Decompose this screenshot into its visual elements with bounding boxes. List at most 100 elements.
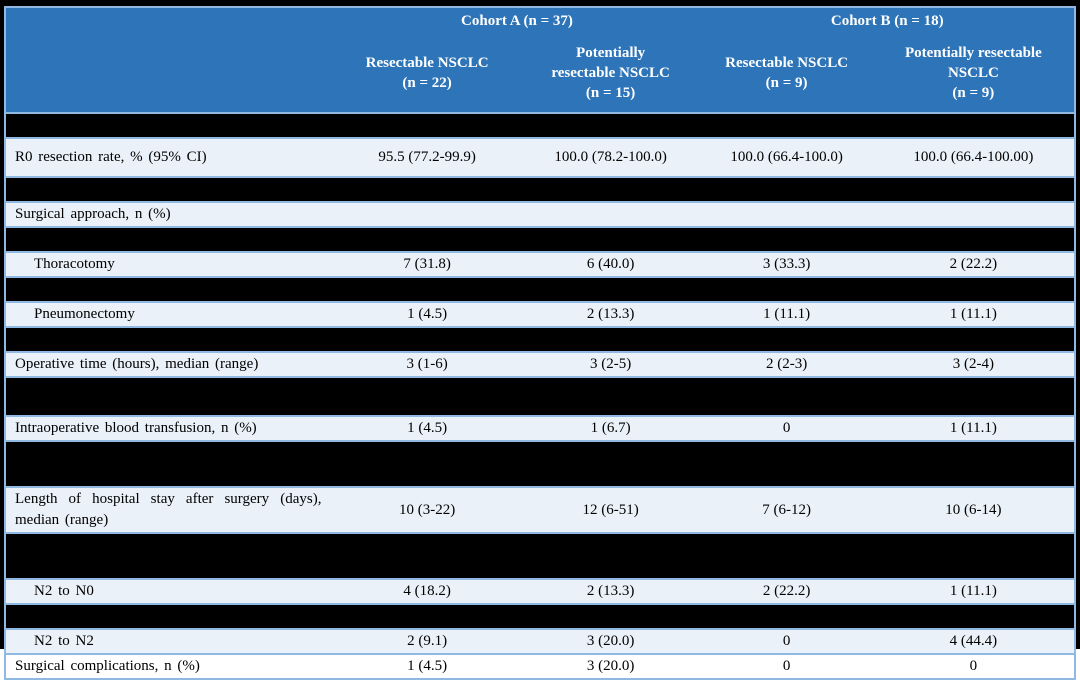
data-cell: 100.0 (78.2-100.0) [520,137,701,177]
data-cell: 100 (20-800) [872,376,1075,416]
column-header-potentially-resectable-b: Potentially resectable NSCLC (n = 9) [872,34,1075,113]
column-header-resectable-b: Resectable NSCLC (n = 9) [700,34,873,113]
row-label: Length of hospital stay after surgery (d… [5,486,334,533]
row-label: Downstaging of nodal status in patients … [5,532,334,579]
table-row: Surgical approach, n (%) [5,201,1075,227]
table-row: N2 to N1 1 (4.5) 1 (6.7) 0 1 (11.1) [5,603,1075,629]
column-title-line: resectable NSCLC [551,65,670,81]
data-cell: 9 (60.0) [520,226,701,252]
data-cell [700,276,873,302]
surgical-outcomes-table: Cohort A (n = 37) Cohort B (n = 18) Rese… [4,6,1076,680]
table-row: Drainage tube removal time (days), media… [5,440,1075,487]
table-row: Pneumonectomy 1 (4.5) 2 (13.3) 1 (11.1) 1 (1… [5,301,1075,327]
row-label: Type of surgery, n (%) [5,276,334,302]
data-cell [520,276,701,302]
data-cell: 12.5 (5-31) [520,440,701,487]
table-row: Thoracotomy 7 (31.8) 6 (40.0) 3 (33.3) 2 (22… [5,251,1075,277]
table-row: Length of hospital stay after surgery (d… [5,486,1075,533]
data-cell: 3 (33.3) [700,176,873,202]
data-cell: 3 (20.0) [520,653,701,679]
data-cell: 13 (86.7) [520,326,701,352]
header-spacer-cell [5,34,334,113]
row-label: Surgical approach, n (%) [5,201,334,227]
data-cell: 4 (18.2) [333,578,521,604]
column-header-resectable-a: Resectable NSCLC (n = 22) [333,34,521,113]
data-cell: 7 (4-12) [872,440,1075,487]
table-row: Surgery rate, n/N (%) 22/28 (78.6) 15/30 (… [5,112,1075,138]
data-cell: 1 (4.5) [333,603,521,629]
column-title-line: Potentially resectable [904,45,1042,61]
row-label: Delayed surgery, n (%) [5,176,334,202]
data-cell: 0 [700,653,873,679]
data-cell: 75 (30-1300) [520,376,701,416]
data-cell: 4 (44.4) [872,628,1075,654]
column-n-label: (n = 15) [585,85,636,101]
data-cell [333,532,521,579]
column-title-line: Potentially [576,45,646,61]
row-label: Intraoperative blood transfusion, n (%) [5,415,334,441]
row-label: N2 to N2 [5,628,334,654]
table-row: N2 to N2 2 (9.1) 3 (20.0) 0 4 (44.4) [5,628,1075,654]
data-cell [520,532,701,579]
row-label: Surgical complications, n (%) [5,653,334,679]
data-cell: 8 (88.9) [872,326,1075,352]
data-cell: 1 (11.1) [872,603,1075,629]
column-n-label: (n = 9) [952,85,995,101]
column-title-line: NSCLC [947,65,999,81]
data-cell: 15 (68.2) [333,226,521,252]
data-cell [520,201,701,227]
row-label: R0 resection rate, % (95% CI) [5,137,334,177]
data-cell: 6 (40.0) [520,251,701,277]
data-cell: 3 (20.0) [520,176,701,202]
data-cell: 6 (5-22) [700,440,873,487]
data-cell: 3 (2-4) [872,351,1075,377]
cohort-header-row: Cohort A (n = 37) Cohort B (n = 18) [5,7,1075,34]
data-cell: 3 (33.3) [700,251,873,277]
cohort-a-header: Cohort A (n = 37) [333,7,701,34]
table-row: Operative time (hours), median (range) 3 … [5,351,1075,377]
data-cell [872,201,1075,227]
data-cell: 7 (31.8) [333,251,521,277]
data-cell: 1 (4.5) [333,176,521,202]
data-cell: 50 (20-100) [700,376,873,416]
table-row: Delayed surgery, n (%) 1 (4.5) 3 (20.0) 3 (… [5,176,1075,202]
table-row: Surgical complications, n (%) 1 (4.5) 3 (2… [5,653,1075,679]
table-row: Downstaging of nodal status in patients … [5,532,1075,579]
cohort-b-header: Cohort B (n = 18) [700,7,1075,34]
data-cell: 1 (11.1) [872,415,1075,441]
column-title-line: Resectable NSCLC [365,55,489,71]
data-cell: 100.0 (66.4-100.0) [700,137,873,177]
data-cell: 2 (13.3) [520,578,701,604]
data-cell: 1 (11.1) [700,301,873,327]
data-cell: 95.5 (77.2-99.9) [333,137,521,177]
header-spacer-cell [5,7,334,34]
table-row: Lobectomy 21 (95.5) 13 (86.7) 8 (88.9) 8 (88… [5,326,1075,352]
data-cell: 21 (95.5) [333,326,521,352]
column-header-row: Resectable NSCLC (n = 22) Potentially rese… [5,34,1075,113]
data-cell: 2 (2-3) [700,351,873,377]
data-cell [872,532,1075,579]
data-cell: 12 (6-51) [520,486,701,533]
row-label: Video-assisted thoracoscopic surgery [5,226,334,252]
data-cell: 9 (2-20) [333,440,521,487]
data-cell: 50 (20-2000) [333,376,521,416]
row-label: Estimated blood loss (mL), median (range… [5,376,334,416]
column-header-potentially-resectable-a: Potentially resectable NSCLC (n = 15) [520,34,701,113]
data-cell: 2 (22.2) [872,176,1075,202]
row-label: Surgery rate, n/N (%) [5,112,334,138]
row-label: Thoracotomy [5,251,334,277]
data-cell: 1 (6.7) [520,603,701,629]
data-cell: 1 (11.1) [872,578,1075,604]
data-cell: 100.0 (66.4-100.00) [872,137,1075,177]
column-n-label: (n = 9) [765,75,808,91]
data-cell: 3 (20.0) [520,628,701,654]
data-cell: 2 (9.1) [333,628,521,654]
data-cell: 9/10 (90.0) [700,112,873,138]
data-cell: 15/30 (50.0) [520,112,701,138]
data-cell: 1 (6.7) [520,415,701,441]
data-cell: 2 (22.2) [700,578,873,604]
data-cell: 7 (77.8) [872,226,1075,252]
column-title-line: Resectable NSCLC [725,55,849,71]
row-label: N2 to N0 [5,578,334,604]
